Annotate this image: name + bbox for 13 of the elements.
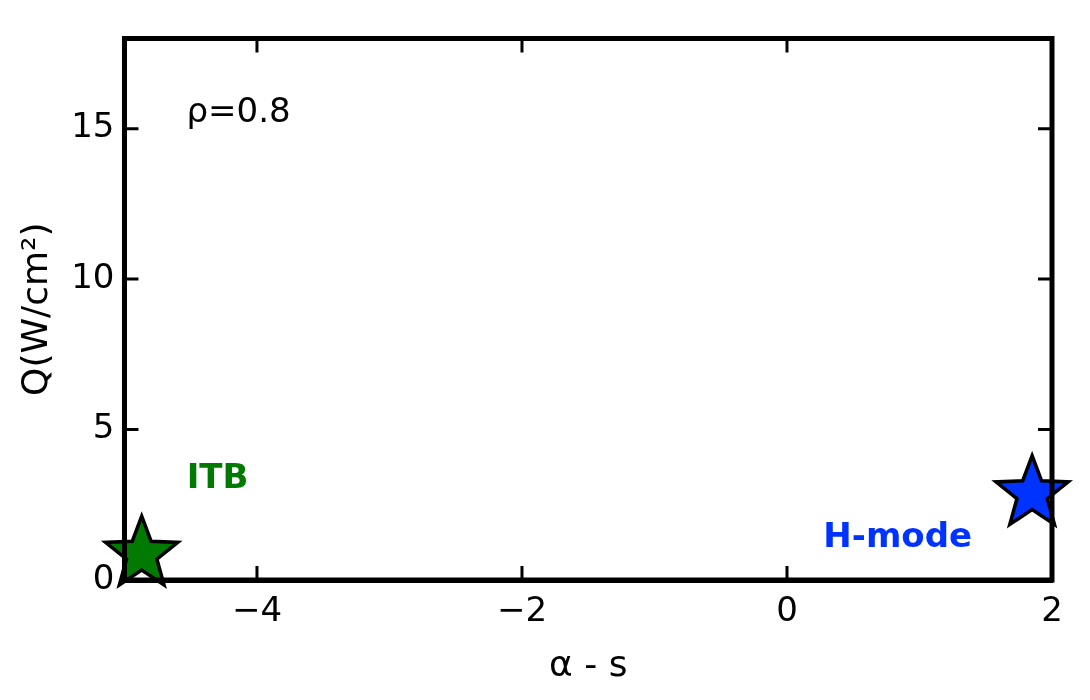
- x-tick-label: −4: [231, 589, 283, 630]
- x-axis-title: α - s: [549, 642, 628, 684]
- y-tick-label: 5: [92, 406, 115, 447]
- x-tick-label: 2: [1041, 589, 1063, 630]
- series-label: H-mode: [823, 515, 973, 556]
- series-label: ITB: [186, 455, 249, 496]
- x-tick-label: 0: [776, 589, 798, 630]
- y-tick-label: 10: [71, 255, 115, 296]
- y-tick-label: 0: [92, 556, 115, 597]
- y-tick-label: 15: [71, 105, 115, 146]
- annotation: ρ=0.8: [186, 90, 291, 131]
- x-tick-label: −2: [496, 589, 548, 630]
- y-axis-title: Q(W/cm²): [13, 222, 55, 396]
